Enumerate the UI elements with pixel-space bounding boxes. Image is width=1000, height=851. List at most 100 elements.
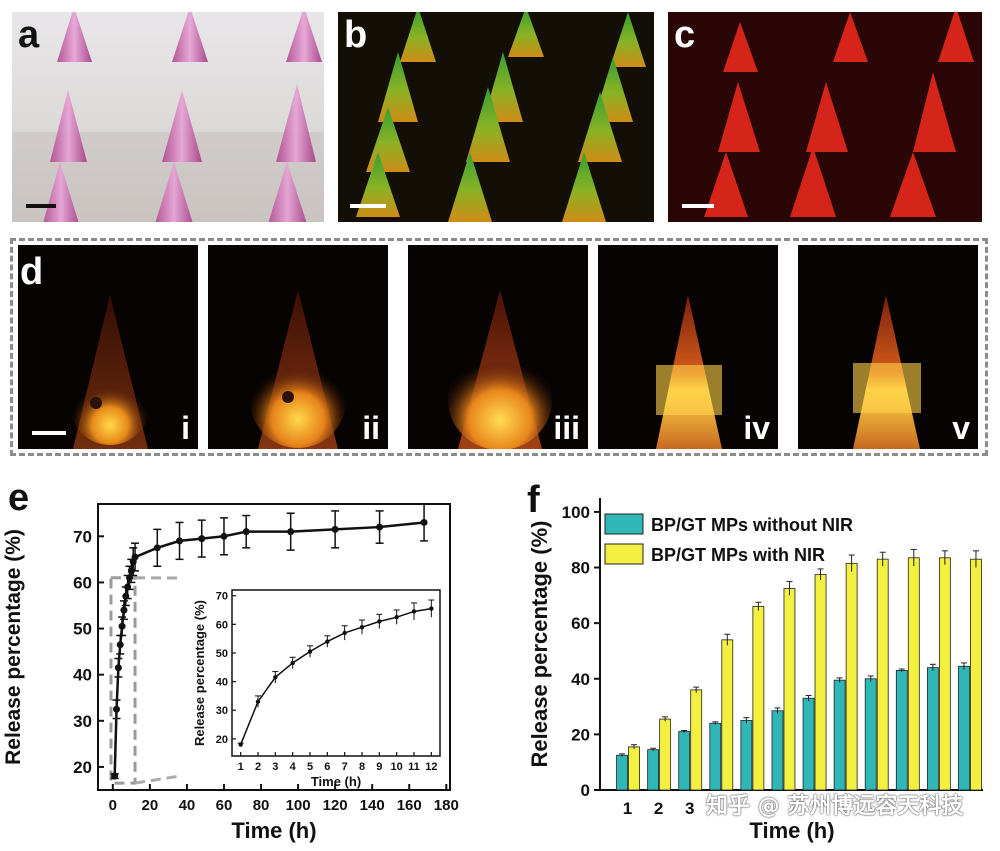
panel-c-microneedles xyxy=(704,12,974,217)
e-y-tick-label: 50 xyxy=(73,620,92,639)
e-inset-x-tick-label: 2 xyxy=(255,761,261,773)
f-bar-without-nir xyxy=(616,754,628,791)
f-bar-with-nir xyxy=(938,557,951,791)
f-y-tick-label: 60 xyxy=(571,614,590,633)
e-data-point xyxy=(220,532,228,540)
e-data-point xyxy=(118,622,126,630)
e-x-tick-label: 100 xyxy=(286,797,311,814)
f-bar-without-nir xyxy=(958,665,970,791)
f-y-tick-label: 80 xyxy=(571,559,590,578)
e-data-point xyxy=(287,528,295,536)
e-inset-data-point xyxy=(377,619,382,624)
f-bar-without-nir xyxy=(647,749,660,791)
panel-c-label: c xyxy=(674,14,696,56)
e-inset-x-tick-label: 4 xyxy=(290,761,297,773)
panel-d-iii: iii xyxy=(408,245,588,449)
f-bar-with-nir xyxy=(845,562,858,791)
e-zoom-line-bottom xyxy=(134,774,181,785)
panel-c-scale-bar xyxy=(682,204,714,208)
e-inset-data-point xyxy=(394,614,399,620)
f-bar-without-nir xyxy=(740,720,753,791)
e-x-tick-label: 80 xyxy=(253,797,270,814)
e-inset-frame xyxy=(231,589,441,757)
e-inset-data-point xyxy=(411,609,417,614)
panel-d-scale-bar xyxy=(32,431,66,435)
e-data-point xyxy=(420,518,428,526)
f-bar-with-nir xyxy=(690,689,703,791)
f-bar-without-nir xyxy=(926,667,939,791)
e-data-point xyxy=(376,523,384,531)
f-bar-with-nir xyxy=(907,557,920,791)
f-bar-without-nir xyxy=(895,670,908,791)
e-inset-data-point xyxy=(307,649,313,654)
e-zoom-box xyxy=(109,576,137,785)
f-x-tick-label: 2 xyxy=(654,799,663,818)
f-bar-with-nir xyxy=(721,639,734,791)
panel-d-ii: ii xyxy=(208,245,388,449)
e-inset-y-tick-label: 30 xyxy=(216,705,228,717)
f-legend-label: BP/GT MPs with NIR xyxy=(651,545,825,565)
panel-a-image: a xyxy=(12,12,324,222)
e-x-tick-label: 120 xyxy=(323,797,348,814)
f-bar-without-nir xyxy=(833,679,846,791)
panel-d-label: d xyxy=(20,251,44,293)
e-data-point xyxy=(114,664,122,672)
e-inset-y-tick-label: 60 xyxy=(216,619,228,631)
f-y-tick-label: 40 xyxy=(571,670,590,689)
e-inset-x-tick-label: 3 xyxy=(272,761,278,773)
panel-d-frame xyxy=(10,238,988,456)
e-inset-data-point xyxy=(238,742,243,747)
e-data-point xyxy=(120,606,128,614)
e-inset-y-axis-label: Release percentage (%) xyxy=(192,600,207,746)
f-bar-without-nir xyxy=(709,722,722,791)
f-bar-without-nir xyxy=(864,678,877,791)
e-x-tick-label: 180 xyxy=(434,797,459,814)
e-y-tick-label: 40 xyxy=(73,666,92,685)
e-inset-y-tick-label: 70 xyxy=(216,591,228,603)
panel-d-v-label: v xyxy=(952,410,970,446)
panel-b-image: b xyxy=(338,12,654,222)
e-x-tick-label: 60 xyxy=(216,797,233,814)
e-inset-x-axis-label: Time (h) xyxy=(311,774,361,789)
e-data-point xyxy=(113,705,121,713)
f-bar-with-nir xyxy=(783,587,796,791)
e-inset-x-tick-label: 7 xyxy=(342,761,348,773)
panel-d-i: d i xyxy=(18,245,198,449)
e-data-point xyxy=(153,544,161,552)
panel-b-label: b xyxy=(344,14,368,56)
e-x-tick-label: 20 xyxy=(142,797,159,814)
e-inset-x-tick-label: 11 xyxy=(408,761,420,773)
e-x-axis-label: Time (h) xyxy=(231,818,316,843)
f-bar-with-nir xyxy=(876,558,889,791)
e-inset-data-point xyxy=(255,699,261,704)
panel-d-ii-label: ii xyxy=(362,410,380,446)
e-y-tick-label: 20 xyxy=(73,758,92,777)
panel-d-i-label: i xyxy=(181,410,190,446)
panel-d-i-needle xyxy=(70,295,150,449)
panel-a-scale-bar xyxy=(26,204,56,208)
e-inset-series-line xyxy=(239,607,432,745)
panel-e-label: e xyxy=(8,478,29,519)
f-bar-without-nir xyxy=(771,710,784,791)
e-x-tick-label: 40 xyxy=(179,797,196,814)
panel-e-chart: e 0 20 40 60 80 100 120 140 160 180203040506070Ti… xyxy=(2,478,459,843)
panel-d-v-needle xyxy=(853,295,921,449)
e-inset-x-tick-label: 8 xyxy=(359,761,365,773)
e-inset-data-point xyxy=(342,630,347,636)
panel-c-image: c xyxy=(668,12,982,222)
e-inset-x-tick-label: 5 xyxy=(307,761,313,773)
panel-a-microneedles xyxy=(12,12,324,222)
e-data-point xyxy=(331,525,339,533)
e-x-tick-label: 140 xyxy=(360,797,385,814)
f-bar-with-nir xyxy=(628,746,640,791)
e-x-tick-label: 160 xyxy=(397,797,422,814)
f-bar-with-nir xyxy=(970,558,982,791)
e-inset-x-tick-label: 10 xyxy=(391,761,403,773)
f-y-axis-label: Release percentage (%) xyxy=(527,521,552,768)
f-legend-label: BP/GT MPs without NIR xyxy=(651,515,853,535)
f-legend-swatch xyxy=(604,513,644,535)
panel-d-iii-label: iii xyxy=(553,410,580,446)
panel-d-iv-needle xyxy=(656,295,722,449)
e-y-tick-label: 30 xyxy=(73,712,92,731)
e-data-point xyxy=(131,553,139,561)
